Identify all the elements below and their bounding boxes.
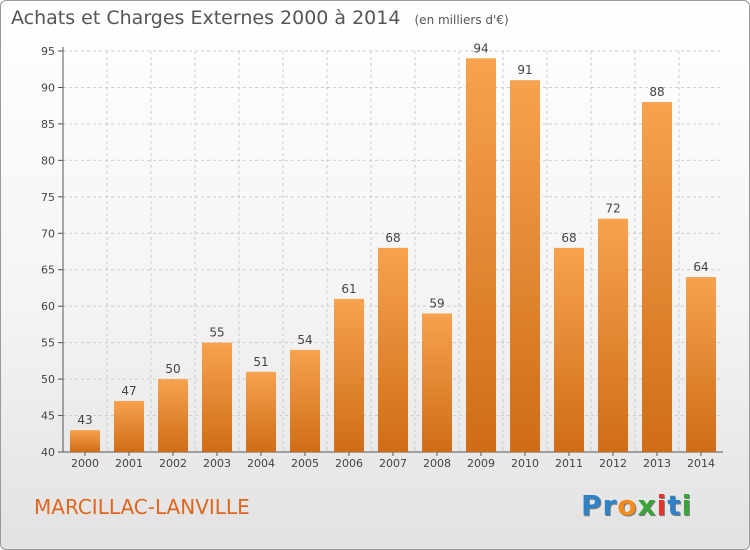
- bar: [202, 342, 232, 452]
- value-label: 55: [209, 326, 224, 340]
- labels: 43 2000 47 2001 50 2002 55 2003 51 2004 54 2005 61 20…: [71, 41, 715, 470]
- value-label: 59: [429, 296, 444, 310]
- value-label: 91: [517, 63, 532, 77]
- x-tick-label: 2010: [511, 457, 539, 470]
- y-tick-label: 65: [41, 264, 55, 277]
- value-label: 88: [649, 85, 664, 99]
- y-tick-label: 85: [41, 118, 55, 131]
- y-tick-label: 50: [41, 373, 55, 386]
- logo-letter: i: [656, 489, 668, 522]
- y-tick-label: 95: [41, 45, 55, 58]
- bar: [466, 58, 496, 453]
- bar: [70, 430, 100, 452]
- y-tick-label: 45: [41, 410, 55, 423]
- y-tick-label: 55: [41, 337, 55, 350]
- value-label: 72: [605, 202, 620, 216]
- y-tick-label: 40: [41, 446, 55, 459]
- place-name: MARCILLAC-LANVILLE: [34, 495, 250, 519]
- bar: [290, 349, 320, 452]
- y-tick-label: 90: [41, 81, 55, 94]
- chart-unit: (en milliers d'€): [414, 13, 509, 27]
- x-tick-label: 2000: [71, 457, 99, 470]
- y-tick-label: 75: [41, 191, 55, 204]
- x-tick-label: 2004: [247, 457, 275, 470]
- x-tick-label: 2005: [291, 457, 319, 470]
- value-label: 43: [77, 413, 92, 427]
- value-label: 50: [165, 362, 180, 376]
- bar: [378, 247, 408, 452]
- bar: [554, 247, 584, 452]
- chart-title-text: Achats et Charges Externes 2000 à 2014: [11, 7, 401, 29]
- y-tick-label: 60: [41, 300, 55, 313]
- logo-letter: t: [667, 489, 682, 522]
- value-label: 64: [693, 260, 708, 274]
- x-tick-label: 2003: [203, 457, 231, 470]
- bar: [422, 313, 452, 452]
- bar: [510, 80, 540, 452]
- logo-letter: i: [681, 489, 693, 522]
- value-label: 47: [121, 384, 136, 398]
- bar: [686, 277, 716, 452]
- bar: [598, 218, 628, 452]
- x-tick-label: 2009: [467, 457, 495, 470]
- value-label: 68: [561, 231, 576, 245]
- value-label: 94: [473, 41, 488, 55]
- bar: [114, 400, 144, 452]
- value-label: 51: [253, 355, 268, 369]
- value-label: 54: [297, 333, 312, 347]
- logo-letter: x: [637, 489, 657, 522]
- x-tick-label: 2006: [335, 457, 363, 470]
- x-tick-label: 2013: [643, 457, 671, 470]
- bar: [158, 379, 188, 452]
- y-tick-label: 80: [41, 154, 55, 167]
- chart-title: Achats et Charges Externes 2000 à 2014 (…: [11, 7, 509, 29]
- bar: [246, 371, 276, 452]
- logo-letter: P: [581, 489, 603, 522]
- logo-letter: r: [602, 489, 618, 522]
- x-tick-label: 2011: [555, 457, 583, 470]
- bar: [334, 298, 364, 452]
- x-tick-label: 2014: [687, 457, 715, 470]
- x-tick-label: 2012: [599, 457, 627, 470]
- x-tick-label: 2008: [423, 457, 451, 470]
- bar: [642, 102, 672, 452]
- value-label: 61: [341, 282, 356, 296]
- logo-letter: o: [617, 489, 638, 522]
- x-tick-label: 2002: [159, 457, 187, 470]
- y-tick-label: 70: [41, 227, 55, 240]
- x-tick-label: 2001: [115, 457, 143, 470]
- value-label: 68: [385, 231, 400, 245]
- proxiti-logo: Proxiti: [581, 489, 692, 522]
- bars: [70, 58, 716, 453]
- x-tick-label: 2007: [379, 457, 407, 470]
